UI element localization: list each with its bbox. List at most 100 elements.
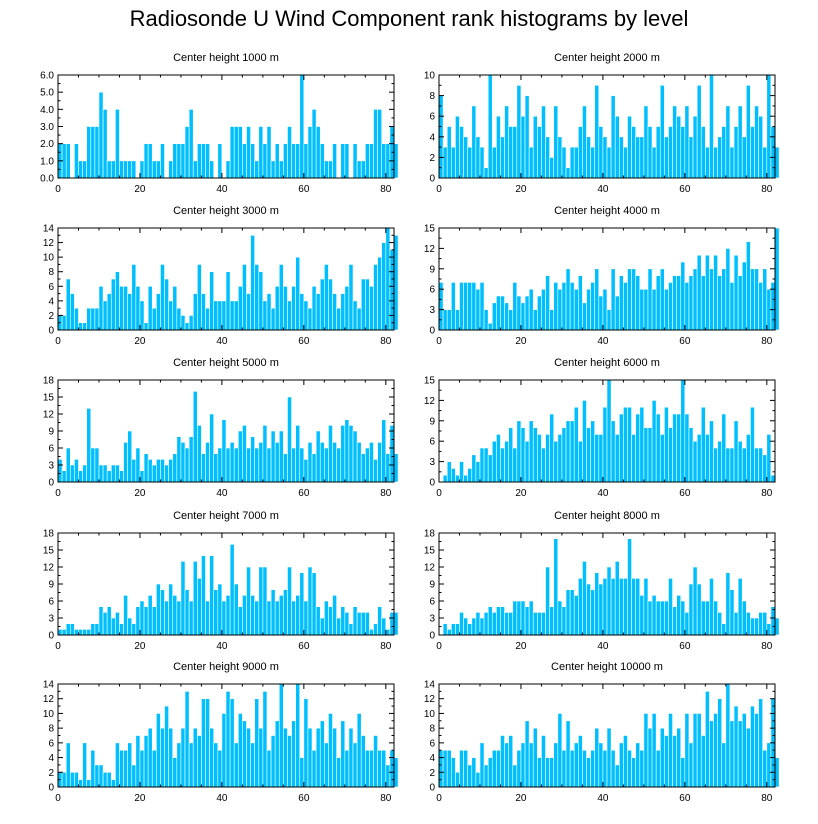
histogram-bar (221, 300, 227, 331)
histogram-bar (274, 143, 280, 179)
y-tick-label: 9 (48, 580, 54, 591)
histogram-bar (119, 749, 124, 788)
histogram-bar (266, 600, 272, 636)
histogram-bar (315, 727, 321, 788)
y-tick-label: 6 (48, 444, 54, 455)
histogram-bar (746, 727, 751, 788)
histogram-bar (209, 413, 215, 483)
histogram-bar (590, 282, 596, 331)
histogram-bar (590, 589, 596, 636)
histogram-bar (524, 606, 530, 636)
histogram-bar (491, 146, 497, 179)
histogram-bar (733, 126, 739, 179)
x-tick-label: 0 (55, 336, 61, 347)
histogram-bar (676, 275, 682, 331)
panel-title: Center height 4000 m (554, 205, 660, 217)
histogram-bar (450, 282, 456, 331)
histogram-bar (479, 282, 485, 331)
histogram-bar (164, 464, 169, 483)
histogram-bar (127, 742, 133, 788)
x-tick-label: 0 (55, 184, 61, 195)
histogram-bar (246, 126, 251, 179)
histogram-bar (754, 713, 759, 788)
histogram-bar (61, 629, 67, 636)
histogram-bar (590, 420, 596, 483)
histogram-bar (151, 307, 157, 331)
histogram-bar (315, 293, 321, 331)
histogram-bar (741, 447, 747, 483)
histogram-bar (213, 300, 219, 331)
histogram-bar (340, 720, 346, 788)
histogram-bar (225, 595, 231, 636)
histogram-bar (672, 275, 677, 331)
histogram-bar (676, 595, 682, 636)
histogram-bar (508, 126, 514, 179)
histogram-bar (524, 720, 530, 788)
x-tick-label: 20 (134, 336, 146, 347)
histogram-bar (508, 427, 514, 483)
histogram-bar (139, 470, 145, 483)
histogram-bar (307, 307, 313, 331)
histogram-bar (250, 143, 255, 179)
histogram-bar (770, 606, 776, 636)
histogram-bar (721, 742, 727, 788)
histogram-bar (381, 749, 387, 788)
y-tick-label: 10 (424, 709, 436, 720)
histogram-bar (287, 735, 292, 788)
histogram-bar (623, 406, 628, 483)
histogram-bar (725, 447, 731, 483)
histogram-bar (147, 727, 153, 788)
histogram-bar (115, 612, 120, 636)
histogram-bar (500, 735, 505, 788)
histogram-bar (180, 315, 186, 331)
histogram-bar (627, 268, 632, 331)
histogram-bar (373, 264, 378, 331)
histogram-panel: Center height 1000 m 0 20 40 60 80 0.0 1.0 2.0 3.… (40, 52, 399, 195)
histogram-bar (733, 612, 739, 636)
histogram-bar (229, 698, 235, 788)
x-tick-label: 60 (679, 641, 691, 652)
histogram-bar (69, 771, 75, 788)
histogram-bar (197, 264, 202, 331)
histogram-bar (201, 555, 206, 636)
histogram-bar (90, 126, 96, 179)
x-tick-label: 80 (380, 641, 392, 652)
histogram-bar (348, 623, 354, 636)
histogram-bar (135, 447, 141, 483)
histogram-bar (156, 293, 161, 331)
histogram-bar (717, 136, 723, 179)
histogram-bar (385, 764, 391, 788)
histogram-bar (287, 300, 292, 331)
histogram-bar (655, 749, 661, 788)
histogram-bar (303, 698, 309, 788)
histogram-bar (266, 293, 272, 331)
histogram-bar (197, 425, 202, 483)
histogram-bar (618, 413, 624, 483)
histogram-bar (696, 434, 702, 483)
histogram-bar (668, 126, 673, 179)
histogram-bar (500, 447, 505, 483)
histogram-bar (287, 126, 292, 179)
histogram-bar (479, 617, 485, 636)
histogram-bar (139, 749, 145, 788)
histogram-bar (508, 735, 514, 788)
histogram-bar (381, 242, 387, 331)
histogram-bar (229, 126, 235, 179)
histogram-bar (147, 143, 153, 179)
histogram-bar (446, 309, 452, 331)
histogram-bar (221, 600, 227, 636)
histogram-bar (442, 623, 448, 636)
histogram-bar (582, 400, 587, 483)
histogram-bar (254, 264, 260, 331)
histogram-bar (549, 309, 555, 331)
histogram-bar (65, 143, 71, 179)
y-tick-label: 15 (424, 376, 436, 387)
y-tick-label: 12 (43, 238, 55, 249)
histogram-bar (176, 436, 182, 483)
histogram-bar (467, 764, 473, 788)
histogram-bar (299, 572, 305, 636)
x-tick-label: 20 (515, 793, 527, 804)
histogram-bar (582, 302, 587, 331)
histogram-bar (766, 742, 772, 788)
histogram-bar (254, 698, 260, 788)
